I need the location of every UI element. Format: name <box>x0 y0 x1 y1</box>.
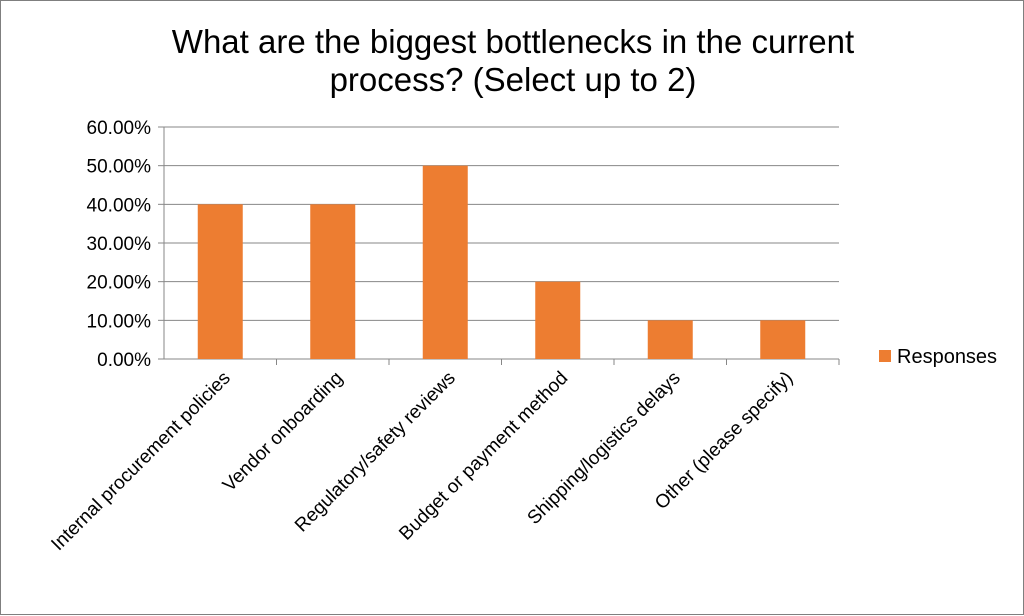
x-category-label: Internal procurement policies <box>47 368 234 555</box>
bar <box>760 320 806 359</box>
chart-title: What are the biggest bottlenecks in the … <box>172 23 854 98</box>
x-category-label: Vendor onboarding <box>219 368 347 496</box>
y-tick-label: 40.00% <box>87 195 152 216</box>
y-tick-label: 50.00% <box>87 157 152 178</box>
bar <box>535 281 581 359</box>
chart-title-line: process? (Select up to 2) <box>330 61 697 98</box>
bar <box>197 204 243 359</box>
bar <box>647 320 693 359</box>
chart-title-line: What are the biggest bottlenecks in the … <box>172 23 854 60</box>
legend-label: Responses <box>897 346 997 368</box>
bar <box>422 165 468 359</box>
y-tick-label: 10.00% <box>87 311 152 332</box>
y-axis-tick-labels: 0.00% 10.00% 20.00% 30.00% 40.00% 50.00% 60.00… <box>87 118 152 371</box>
legend: Responses <box>879 346 997 368</box>
axes <box>163 127 840 365</box>
bars <box>197 165 806 359</box>
y-tick-label: 0.00% <box>97 350 151 371</box>
y-tick-label: 20.00% <box>87 273 152 294</box>
y-tick-label: 30.00% <box>87 234 152 255</box>
legend-swatch <box>879 350 891 362</box>
y-tick-label: 60.00% <box>87 118 152 139</box>
gridlines <box>158 126 839 360</box>
bar <box>310 204 356 359</box>
